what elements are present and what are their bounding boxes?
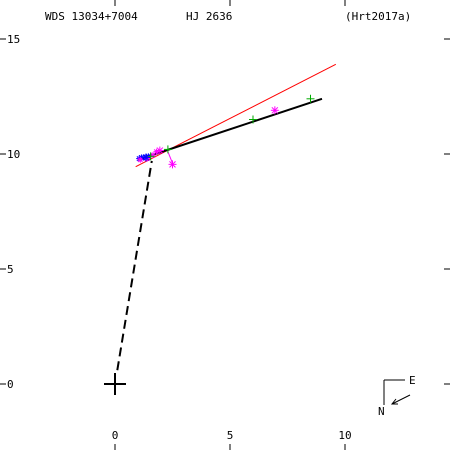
- fit-lines: [116, 63, 337, 371]
- x-tick-label: 0: [112, 429, 119, 442]
- header-system-id: WDS 13034+7004: [45, 10, 138, 23]
- x-tick-label: 10: [338, 429, 351, 442]
- primary-star: [104, 373, 126, 395]
- observation-asterisk: [168, 160, 177, 169]
- observation-plus: [249, 115, 257, 124]
- data-points: [136, 94, 315, 169]
- observation-plus: [163, 145, 172, 154]
- compass-arrow-head: [390, 398, 398, 405]
- orientation-compass: E N: [378, 374, 416, 418]
- compass-north-label: N: [378, 405, 385, 418]
- y-tick-label: 10: [7, 148, 20, 161]
- y-tick-label: 15: [7, 33, 20, 46]
- cluster-point-magenta: [137, 156, 144, 163]
- axis-tick-labels: 0 5 10 0 5 10 15: [7, 33, 352, 442]
- y-tick-label: 0: [7, 378, 14, 391]
- compass-east-label: E: [409, 374, 416, 387]
- header-designation: HJ 2636: [186, 10, 232, 23]
- y-tick-label: 5: [7, 263, 14, 276]
- observation-asterisk: [155, 146, 164, 155]
- observation-asterisk: [270, 106, 279, 115]
- header-reference: (Hrt2017a): [345, 10, 411, 23]
- residual-line: [167, 151, 173, 164]
- orbit-fit-line: [137, 97, 323, 161]
- observation-plus: [146, 152, 155, 161]
- observation-asterisk: [142, 153, 151, 162]
- primary-connector-line: [116, 160, 153, 371]
- compass-motion-arrow: [391, 394, 411, 405]
- observation-plus: [306, 94, 315, 103]
- x-tick-label: 5: [227, 429, 234, 442]
